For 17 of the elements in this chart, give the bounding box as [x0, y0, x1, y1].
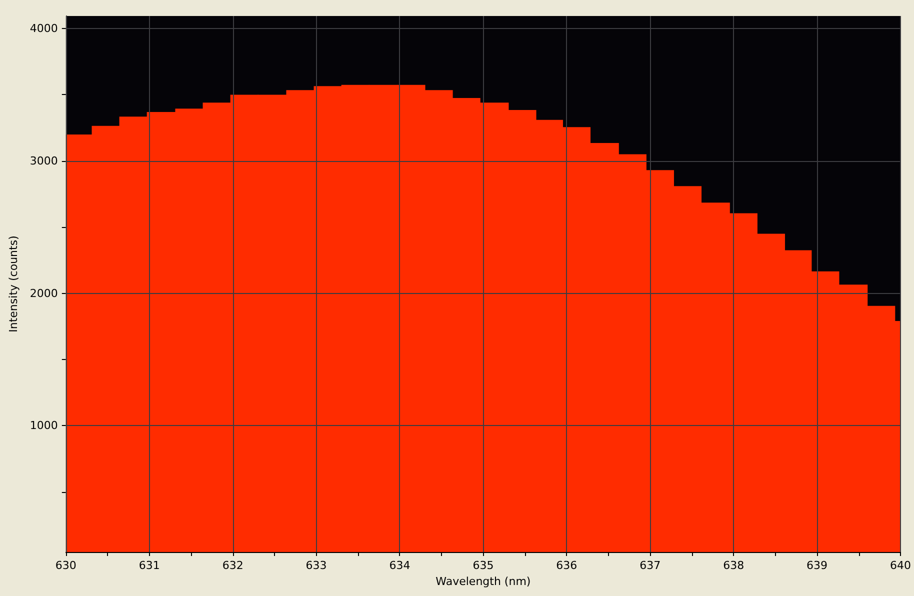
y-tick-label: 1000 [30, 419, 58, 432]
y-tick-label: 2000 [30, 286, 58, 300]
x-tick-label: 639 [806, 559, 828, 572]
x-tick-label: 630 [55, 559, 76, 572]
y-tick-label: 3000 [30, 154, 58, 168]
y-axis-title: Intensity (counts) [7, 236, 20, 332]
y-tick-label: 4000 [30, 22, 58, 36]
x-tick-label: 638 [723, 559, 744, 572]
x-tick-label: 636 [556, 559, 578, 572]
x-tick-label: 634 [389, 559, 410, 572]
x-tick-label: 632 [222, 559, 244, 572]
x-tick-label: 637 [640, 559, 661, 572]
x-tick-label: 633 [306, 559, 327, 572]
x-axis-title: Wavelength (nm) [436, 575, 531, 588]
x-tick-label: 635 [472, 559, 494, 572]
x-tick-label: 640 [890, 559, 911, 572]
x-tick-label: 631 [138, 559, 160, 572]
